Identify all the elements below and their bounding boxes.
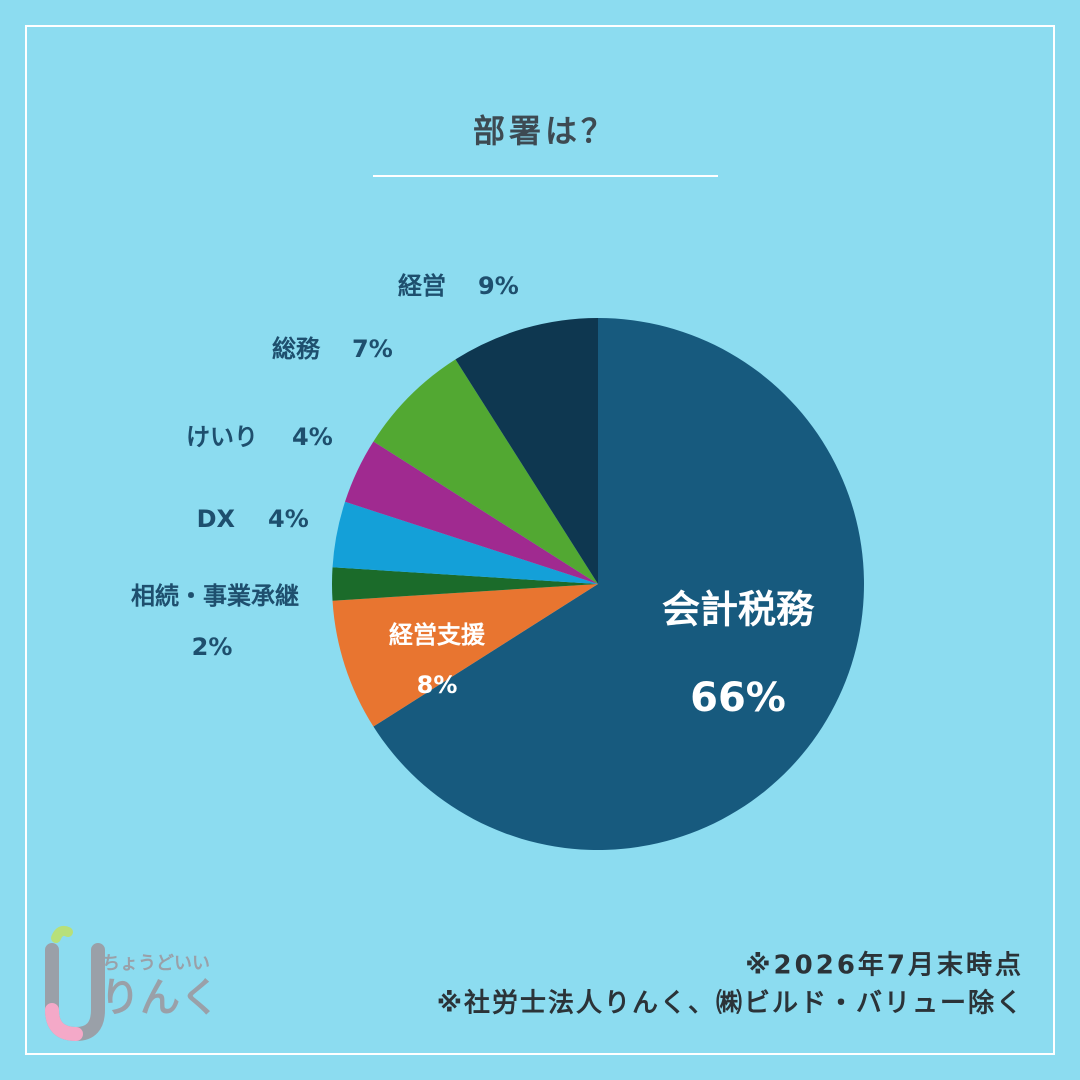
- value-label: 9%: [478, 272, 519, 300]
- pie-slice: [332, 584, 598, 727]
- logo-mark: [51, 925, 73, 943]
- pie-slice: [345, 441, 598, 584]
- logo-tagline: ちょうどいい: [102, 953, 210, 974]
- slice-label: 相続・事業承継: [131, 582, 299, 610]
- value-label: 4%: [268, 505, 309, 533]
- slice-label: 経営支援: [389, 621, 486, 649]
- note: ※2026年7月末時点: [745, 950, 1024, 981]
- pie-slice: [332, 567, 598, 601]
- chart-title: 部署は？: [473, 112, 617, 150]
- pie-slice: [373, 318, 864, 851]
- value-label: 7%: [352, 335, 393, 363]
- value-label: 2%: [192, 633, 233, 661]
- value-label: 4%: [292, 423, 333, 451]
- slice-label: 総務: [272, 335, 321, 363]
- slice-label: 会計税務: [662, 588, 815, 632]
- logo-name: りんく: [100, 975, 220, 1021]
- pie: [332, 318, 864, 851]
- pie-slice: [332, 501, 598, 584]
- note: ※社労士法人りんく、㈱ビルド・バリュー除く: [437, 988, 1024, 1019]
- value-label: 8%: [417, 671, 458, 699]
- slice-label: DX: [197, 505, 236, 533]
- pie-slice: [373, 359, 598, 584]
- slice-label: 経営: [398, 272, 446, 300]
- frame: [25, 25, 1055, 1055]
- value-label: 66%: [690, 675, 786, 721]
- slice-label: けいり: [186, 423, 258, 451]
- pie-slice: [455, 318, 598, 584]
- logo-mark: [45, 1003, 83, 1041]
